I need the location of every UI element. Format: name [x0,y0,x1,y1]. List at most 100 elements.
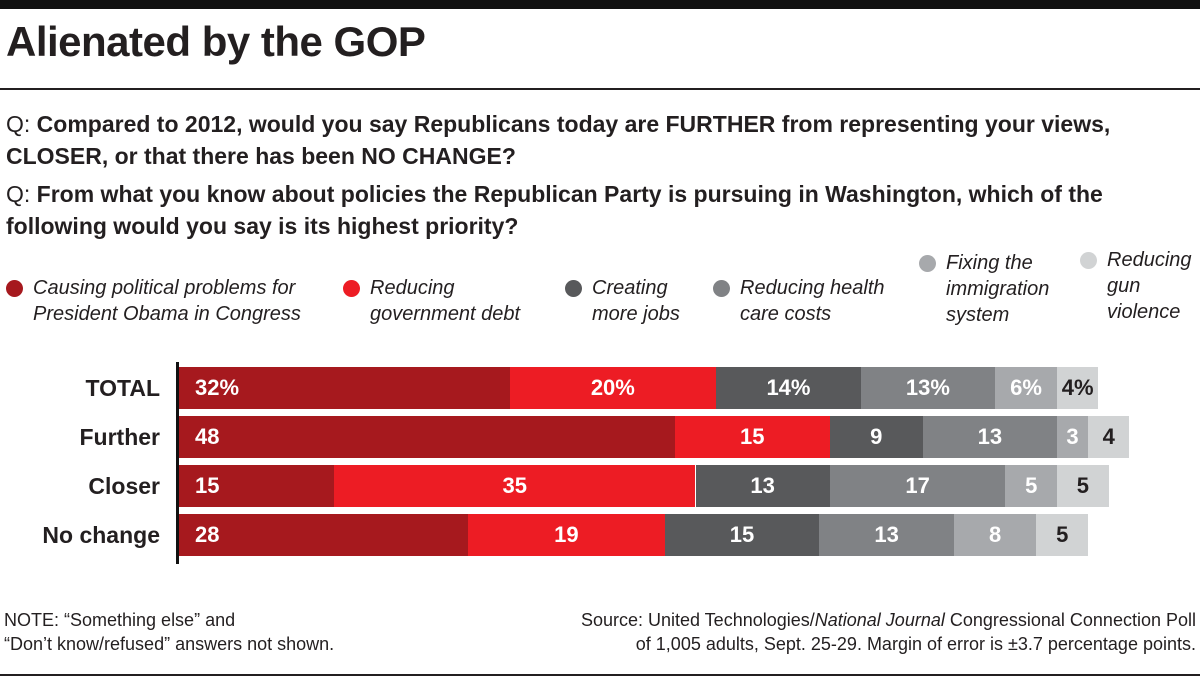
legend-label-line: Reducing [370,277,455,299]
bar-segment: 32% [179,367,510,409]
legend-item-health-care: Reducing health care costs [713,275,885,327]
legend-item-political-problems: Causing political problems for President… [6,275,301,327]
source-note: Source: United Technologies/National Jou… [581,608,1196,656]
question-1: Q: Compared to 2012, would you say Repub… [6,108,1196,172]
legend-label-line: Reducing health [740,277,885,299]
data-label: 15 [740,424,765,449]
category-label: No change [42,522,160,548]
data-label: 20% [590,375,635,400]
question-2-text: From what you know about policies the Re… [6,181,1103,239]
bar-segment: 3 [1057,416,1089,458]
data-label: 28 [195,522,220,547]
question-1-label: Q: [6,111,31,137]
data-label: 3 [1066,424,1079,449]
legend-label-line: Causing political problems for [33,277,296,299]
data-label: 15 [729,522,755,547]
source-text: Source: United Technologies/ [580,610,815,630]
bar-segment: 8 [953,514,1037,556]
legend-label-line: President Obama in Congress [33,303,301,325]
data-label: 13 [750,473,775,498]
data-label: 4 [1102,424,1115,449]
bottom-rule [0,674,1200,676]
bar-segment: 35 [333,465,696,507]
legend-label-line: care costs [740,303,832,325]
source-publication: National Journal [814,610,945,630]
legend-label: Reducing gun violence [1107,247,1192,325]
legend-label-line: system [946,304,1010,326]
top-rule [0,0,1200,9]
footnote-line: NOTE: “Something else” and [4,610,236,630]
data-label: 5 [1056,522,1069,547]
bar-segment: 13% [860,367,996,409]
legend-label-line: Fixing the [946,252,1033,274]
question-2: Q: From what you know about policies the… [6,178,1196,242]
legend-item-gun-violence: Reducing gun violence [1080,247,1192,325]
legend-swatch [713,280,730,297]
bar-segment: 14% [716,367,861,409]
data-label: 35 [502,473,527,498]
legend-label-line: Creating [592,277,668,299]
legend-item-immigration: Fixing the immigration system [919,250,1049,328]
legend-swatch [343,280,360,297]
source-text: Congressional Connection Poll [944,610,1196,630]
bar-segment: 17 [829,465,1006,507]
legend-item-government-debt: Reducing government debt [343,275,520,327]
bar-segment: 19 [468,514,665,556]
bar-segment: 48 [179,416,675,458]
category-label: Further [79,424,161,450]
footnote-line: “Don’t know/refused” answers not shown. [4,634,335,654]
data-label: 13 [977,424,1003,449]
data-label: 32% [195,375,240,400]
bar-segment: 4 [1088,416,1130,458]
bar-segment: 13 [695,465,830,507]
data-label: 5 [1076,473,1089,498]
bar-segment: 20% [509,367,717,409]
legend-label-line: immigration [946,278,1050,300]
bar-segment: 5 [1005,465,1058,507]
bar-segment: 15 [674,416,830,458]
footnote: NOTE: “Something else” and “Don’t know/r… [4,608,334,656]
data-label: 4% [1061,375,1094,400]
data-label: 14% [766,375,811,400]
legend-item-creating-jobs: Creating more jobs [565,275,680,327]
legend-label-line: Reducing [1107,249,1192,271]
legend-label: Reducing health care costs [740,275,885,327]
data-label: 48 [195,424,220,449]
source-line: of 1,005 adults, Sept. 25-29. Margin of … [635,634,1196,654]
category-label: Closer [88,473,160,499]
category-label: TOTAL [85,375,160,401]
data-label: 13 [874,522,899,547]
bar-segment: 6% [995,367,1058,409]
legend-swatch [1080,252,1097,269]
data-label: 19 [554,522,579,547]
chart-title: Alienated by the GOP [6,18,426,65]
bar-segment: 5 [1036,514,1089,556]
bar-segment: 15 [664,514,820,556]
bar-segment: 4% [1057,367,1099,409]
data-label: 17 [905,473,930,498]
bar-segment: 13 [819,514,954,556]
data-label: 6% [1010,375,1042,400]
legend-swatch [919,255,936,272]
legend-swatch [6,280,23,297]
source-line: Source: United Technologies/National Jou… [581,608,1196,632]
data-label: 15 [195,473,220,498]
legend-label: Causing political problems for President… [33,275,301,327]
bar-segment: 5 [1057,465,1109,507]
title-divider [0,88,1200,90]
question-2-label: Q: [6,181,31,207]
legend-label-line: violence [1107,301,1181,323]
bar-segment: 15 [179,465,334,507]
data-label: 9 [870,424,883,449]
legend-label: Fixing the immigration system [946,250,1049,328]
legend-label: Creating more jobs [592,275,680,327]
data-label: 13% [905,375,950,400]
legend-label-line: government debt [370,303,521,325]
bar-segment: 9 [829,416,923,458]
data-label: 8 [988,522,1002,547]
legend-swatch [565,280,582,297]
legend-label-line: more jobs [592,303,680,325]
bar-segment: 13 [922,416,1058,458]
legend-label-line: gun [1107,275,1141,297]
chart-axis-line [176,362,179,564]
